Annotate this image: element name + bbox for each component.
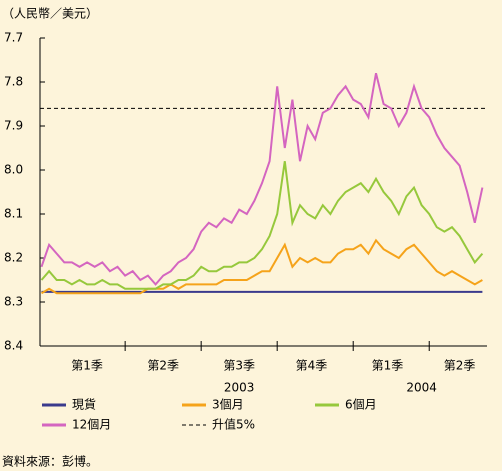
x-tick-label: 第2季 xyxy=(147,359,179,373)
x-group-label: 2003 xyxy=(224,381,255,395)
y-tick-label: 8.4 xyxy=(4,339,23,353)
y-tick-label: 8.3 xyxy=(4,295,23,309)
series-line xyxy=(40,72,484,286)
y-tick-label: 8.1 xyxy=(4,207,23,221)
legend-label: 3個月 xyxy=(212,398,244,412)
y-tick-label: 7.7 xyxy=(4,31,23,45)
y-tick-label: 7.8 xyxy=(4,75,23,89)
y-axis-label: （人民幣／美元） xyxy=(2,7,98,21)
y-tick-label: 7.9 xyxy=(4,119,23,133)
series-line xyxy=(40,238,483,295)
x-tick-label: 第4季 xyxy=(296,359,328,373)
x-tick-label: 第1季 xyxy=(372,359,404,373)
series-line xyxy=(40,161,484,290)
y-tick-label: 8.0 xyxy=(4,163,23,177)
source: 資料來源：彭博。 xyxy=(2,454,98,469)
y-tick-label: 8.2 xyxy=(4,251,23,265)
x-tick-label: 第2季 xyxy=(444,359,476,373)
legend-label: 現貨 xyxy=(72,397,96,412)
x-tick-label: 第3季 xyxy=(223,359,255,373)
legend-label: 升值5% xyxy=(212,417,255,432)
x-group-label: 2004 xyxy=(406,381,437,395)
legend-label: 6個月 xyxy=(345,398,377,412)
x-tick-label: 第1季 xyxy=(71,359,103,373)
legend-label: 12個月 xyxy=(72,418,111,432)
